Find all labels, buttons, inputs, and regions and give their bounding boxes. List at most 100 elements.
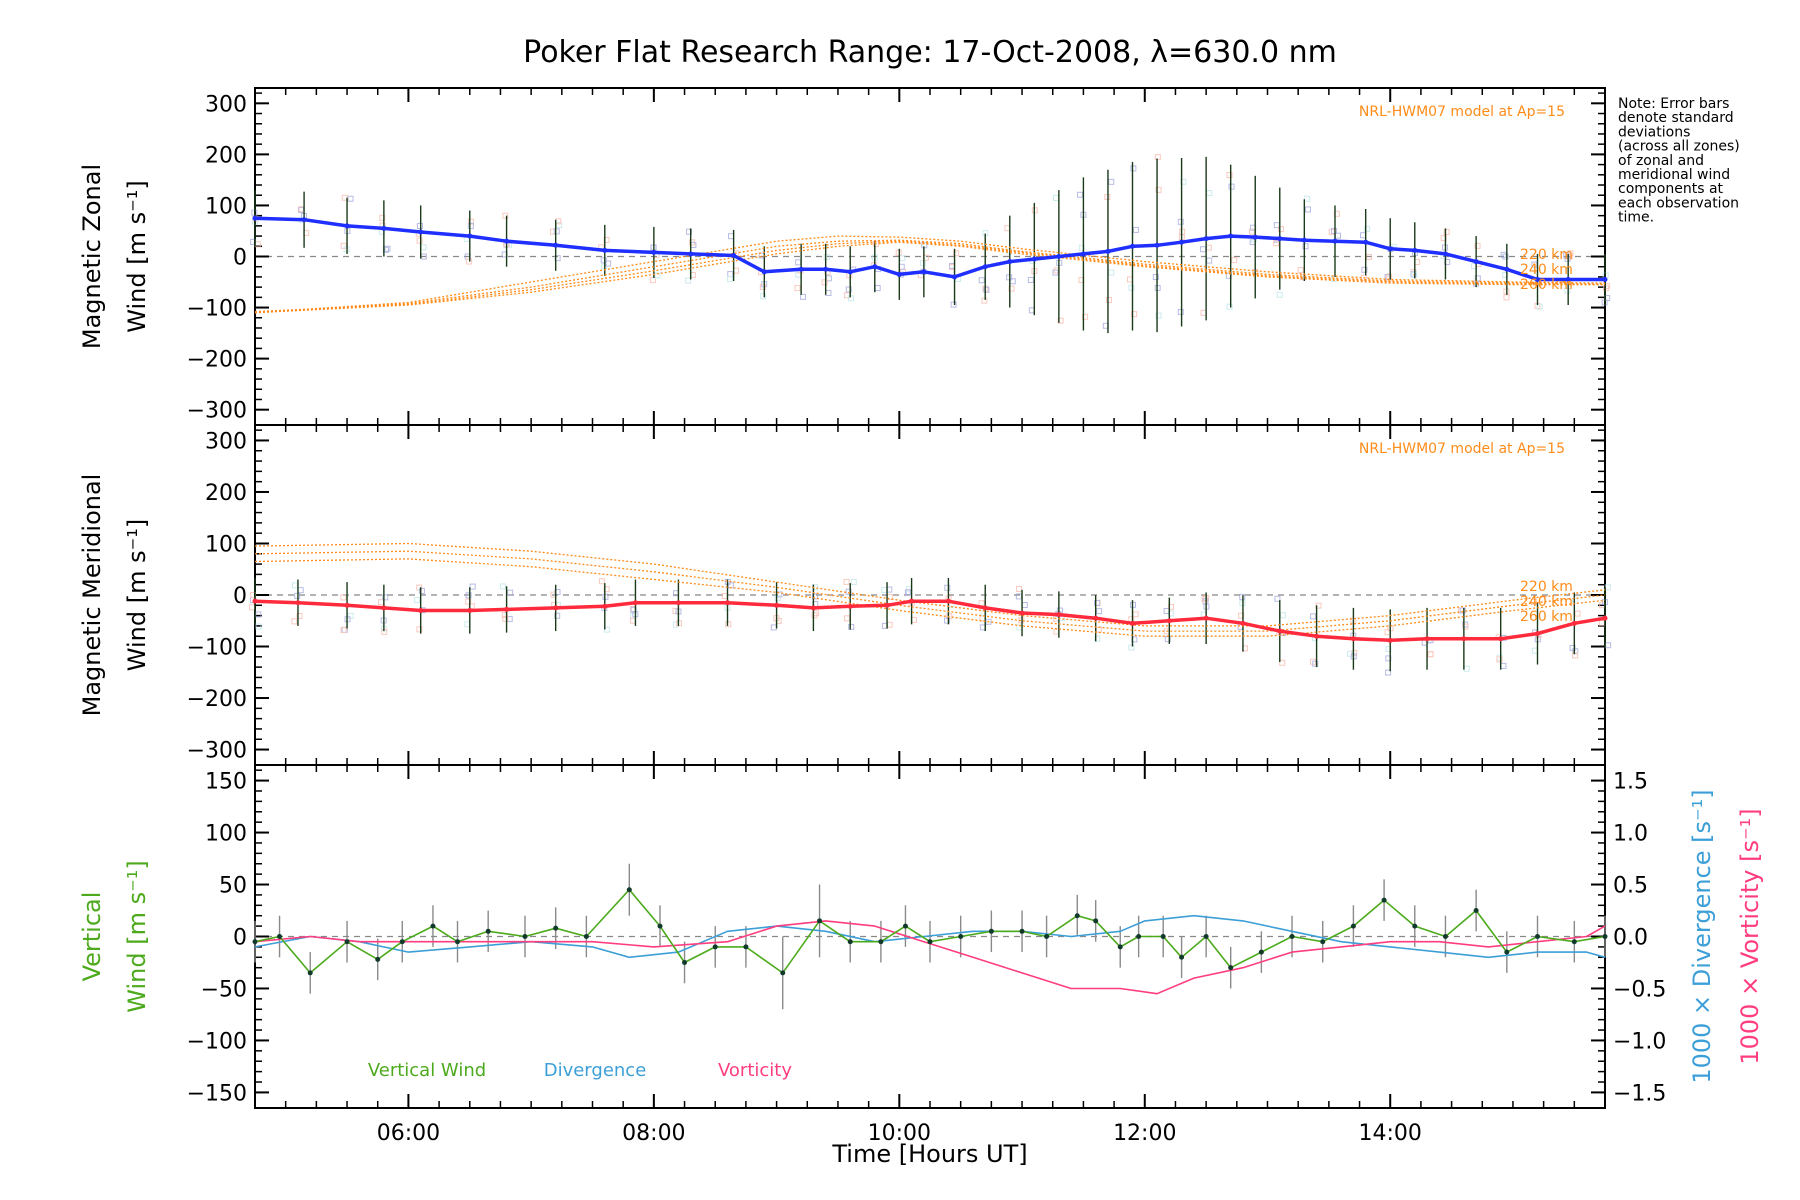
x-tick-label: 06:00 <box>377 1121 440 1146</box>
data-point <box>1056 254 1062 259</box>
x-tick-label: 12:00 <box>1113 1121 1176 1146</box>
zone-point <box>1574 610 1581 617</box>
data-point <box>467 233 473 239</box>
zone-point <box>1462 623 1469 630</box>
data-point <box>798 266 804 272</box>
data-point <box>1473 259 1479 265</box>
zone-point <box>1132 226 1139 233</box>
data-point <box>1461 636 1467 642</box>
zone-point <box>1474 242 1481 249</box>
data-point <box>902 923 908 929</box>
data-point <box>1289 934 1295 939</box>
zone-point <box>654 272 661 279</box>
zone-point <box>291 618 298 625</box>
zone-point <box>1312 660 1319 667</box>
data-point <box>1117 944 1123 950</box>
chart-title: Poker Flat Research Range: 17-Oct-2008, … <box>523 35 1337 70</box>
data-point <box>909 598 915 604</box>
y-tick-label: −100 <box>187 297 247 322</box>
zone-point <box>1572 652 1579 659</box>
data-point <box>1320 939 1326 945</box>
data-point <box>847 603 853 609</box>
data-point <box>1301 237 1307 243</box>
zone-point <box>1502 253 1509 260</box>
y-axis-title: Wind [m s⁻¹] <box>123 860 151 1012</box>
y-tick-label: 200 <box>205 143 247 168</box>
data-point <box>1571 620 1577 626</box>
data-point <box>632 600 638 606</box>
data-point <box>522 934 528 939</box>
data-point <box>504 606 510 612</box>
data-point <box>847 269 853 275</box>
zone-point <box>1128 284 1135 291</box>
zone-point <box>340 594 347 601</box>
zone-point <box>850 579 857 586</box>
data-point <box>921 269 927 275</box>
data-point <box>295 600 301 606</box>
legend-entry: Divergence <box>544 1060 647 1081</box>
data-point <box>1602 276 1608 282</box>
zone-point <box>1076 191 1083 198</box>
zone-point <box>502 212 509 219</box>
data-point <box>1105 248 1111 254</box>
zone-point <box>774 595 781 602</box>
zone-point <box>465 592 472 599</box>
zone-point <box>1177 308 1184 315</box>
zone-point <box>1502 272 1509 279</box>
y2-axis-title-vorticity: 1000 × Vorticity [s⁻¹] <box>1736 808 1764 1064</box>
zone-point <box>1180 178 1187 185</box>
note-line: components at <box>1618 181 1724 197</box>
data-point <box>467 607 473 613</box>
y-tick-label: −300 <box>187 739 247 764</box>
data-point <box>1031 256 1037 262</box>
zone-point <box>416 237 423 244</box>
data-point <box>1080 251 1086 257</box>
data-point <box>455 939 460 945</box>
zone-point <box>1228 183 1235 190</box>
y-axis-title: Vertical <box>78 892 106 982</box>
model-curve <box>254 558 1606 637</box>
zone-point <box>1364 225 1371 232</box>
y-tick-label: −200 <box>187 348 247 373</box>
data-point <box>1442 251 1448 257</box>
zone-point <box>294 592 301 599</box>
data-point <box>1130 243 1135 249</box>
x-tick-label: 08:00 <box>622 1121 685 1146</box>
y-tick-label: −50 <box>201 977 247 1002</box>
y-tick-label: 200 <box>205 481 247 506</box>
note-line: (across all zones) <box>1618 139 1740 155</box>
zone-point <box>502 615 509 622</box>
note-line: of zonal and <box>1618 153 1704 169</box>
data-point <box>651 249 657 255</box>
zone-point <box>1530 598 1537 605</box>
zone-point <box>981 297 988 304</box>
data-point <box>485 928 491 934</box>
zone-point <box>843 578 850 585</box>
zone-point <box>953 250 960 257</box>
zone-point <box>1277 225 1284 232</box>
data-point <box>1277 236 1283 242</box>
zone-point <box>1152 274 1159 281</box>
zone-point <box>1297 267 1304 274</box>
zone-point <box>603 236 610 243</box>
zone-point <box>507 589 514 596</box>
zone-point <box>416 222 423 229</box>
zone-point <box>347 195 354 202</box>
data-point <box>344 223 350 229</box>
data-point <box>344 939 350 945</box>
data-point <box>1056 612 1062 618</box>
y2-axis-title-divergence: 1000 × Divergence [s⁻¹] <box>1688 789 1716 1083</box>
note-line: time. <box>1618 210 1654 226</box>
data-point <box>982 264 988 270</box>
altitude-label: 220 km <box>1520 579 1573 595</box>
legend-entry: Vorticity <box>718 1060 792 1081</box>
zone-point <box>341 194 348 201</box>
zone-point <box>950 301 957 308</box>
data-point <box>657 923 663 929</box>
data-point <box>1074 913 1080 919</box>
data-point <box>381 225 387 231</box>
data-point <box>731 252 737 258</box>
data-point <box>1571 939 1577 945</box>
zone-point <box>1155 312 1162 319</box>
